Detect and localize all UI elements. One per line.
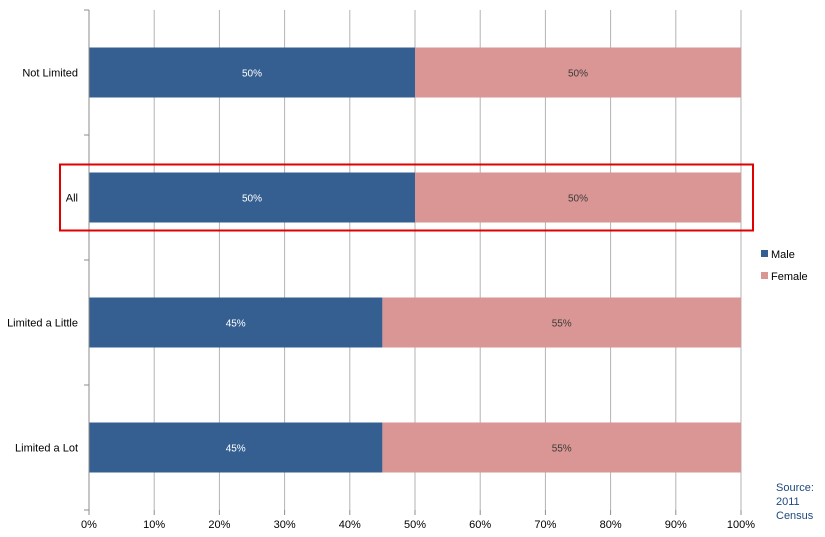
x-tick-label: 20% xyxy=(208,519,230,531)
category-label: Limited a Little xyxy=(7,318,78,330)
bar-male xyxy=(89,172,415,223)
bar-male xyxy=(89,47,415,98)
axes xyxy=(84,9,742,515)
legend-label: Male xyxy=(771,249,795,261)
source-line: Source: xyxy=(776,482,814,494)
x-tick-label: 50% xyxy=(404,519,426,531)
data-label: 50% xyxy=(242,194,262,205)
legend-swatch-female xyxy=(761,272,768,279)
data-label: 55% xyxy=(552,444,572,455)
x-tick-label: 100% xyxy=(727,519,755,531)
x-tick-label: 80% xyxy=(600,519,622,531)
source-note: Source: 2011 Census xyxy=(776,482,814,522)
data-label: 50% xyxy=(568,69,588,80)
source-line: 2011 xyxy=(776,496,800,508)
bar-female xyxy=(415,47,741,98)
highlight-box xyxy=(59,163,754,232)
labels: 0% 10% 20% 30% 40% 50% 60% 70% 80% 90% 100% 50% 50% N… xyxy=(7,68,755,532)
x-tick-label: 90% xyxy=(665,519,687,531)
x-tick-label: 60% xyxy=(469,519,491,531)
bar-female xyxy=(382,297,741,348)
x-tick-label: 70% xyxy=(534,519,556,531)
legend-swatch-male xyxy=(761,250,768,257)
data-label: 50% xyxy=(568,194,588,205)
data-label: 45% xyxy=(226,444,246,455)
category-label: Not Limited xyxy=(22,68,78,80)
legend-label: Female xyxy=(771,271,808,283)
x-tick-label: 30% xyxy=(274,519,296,531)
bar-female xyxy=(415,172,741,223)
highlight xyxy=(59,163,754,232)
data-label: 45% xyxy=(226,319,246,330)
category-label: All xyxy=(66,193,78,205)
bar-male xyxy=(89,422,383,473)
data-label: 55% xyxy=(552,319,572,330)
x-tick-label: 10% xyxy=(143,519,165,531)
source-line: Census xyxy=(776,510,814,522)
bar-male xyxy=(89,297,383,348)
category-label: Limited a Lot xyxy=(15,443,78,455)
x-tick-label: 40% xyxy=(339,519,361,531)
x-tick-label: 0% xyxy=(81,519,97,531)
data-label: 50% xyxy=(242,69,262,80)
bar-female xyxy=(382,422,741,473)
legend: Male Female xyxy=(761,249,808,283)
bars xyxy=(89,47,741,473)
